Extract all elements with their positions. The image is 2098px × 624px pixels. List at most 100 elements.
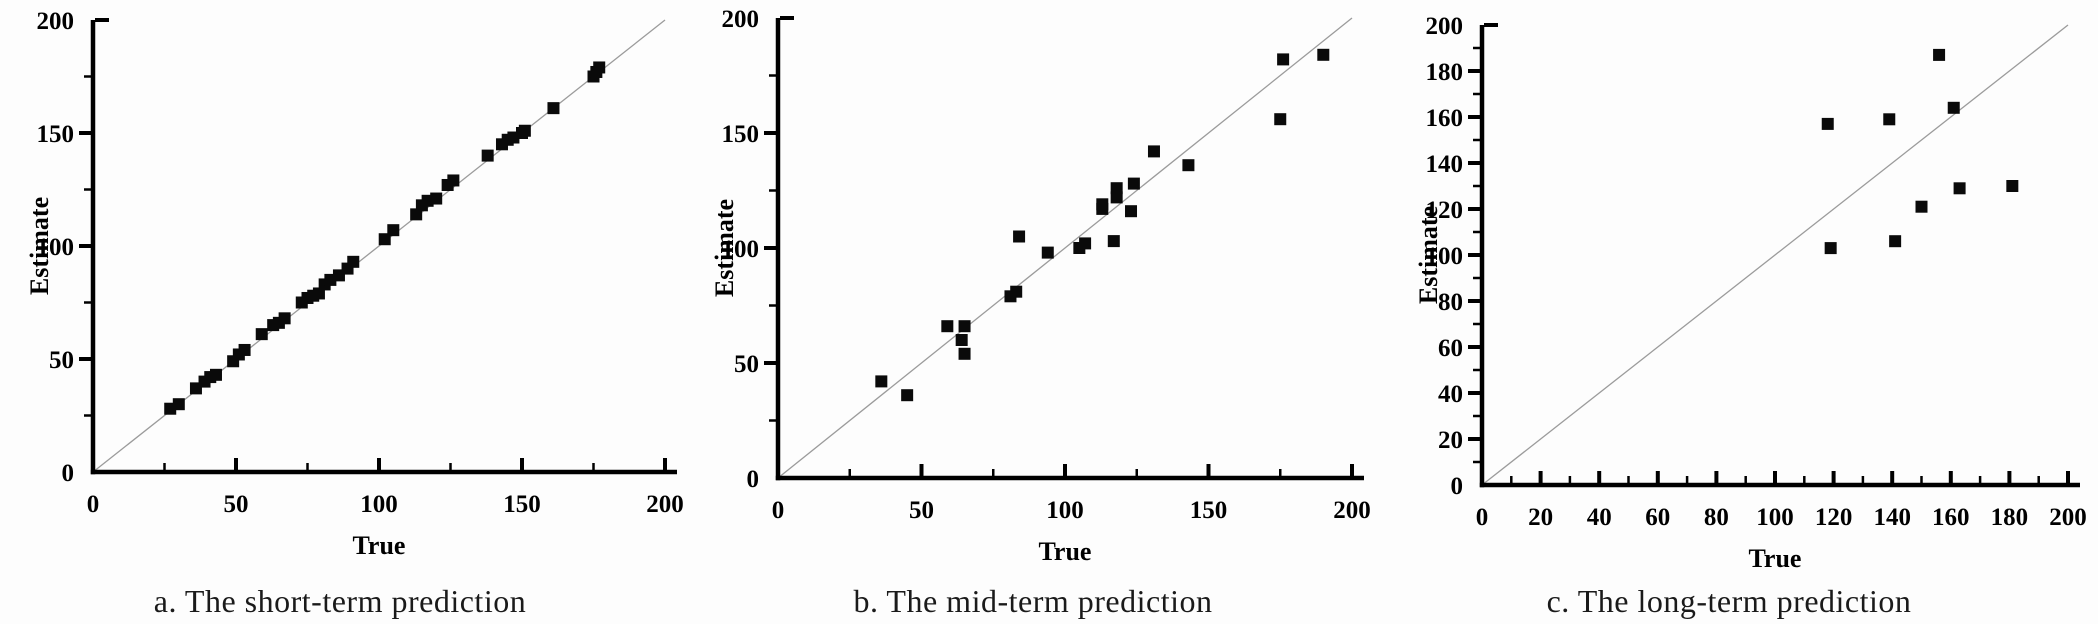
svg-text:160: 160 [1426,105,1464,132]
data-point-marker [378,233,391,246]
x-tick-labels: 0 50 100 150 200 [772,497,1371,524]
data-point-marker [347,255,360,268]
axes [90,20,677,475]
svg-text:140: 140 [1426,151,1464,178]
svg-text:150: 150 [1190,497,1228,524]
svg-text:100: 100 [1426,243,1464,270]
data-point-marker [958,320,971,333]
data-point-marker [312,287,325,300]
svg-text:60: 60 [1645,504,1670,531]
data-point-marker [410,208,423,221]
data-point-marker [941,320,954,333]
data-point-marker [2006,180,2019,192]
data-point-marker [958,347,971,360]
svg-text:160: 160 [1932,504,1970,531]
caption-long-term: c. The long-term prediction [1546,583,1912,619]
data-point-marker [278,312,291,325]
data-point-marker [238,343,251,356]
data-point-marker [255,328,268,341]
svg-text:60: 60 [1438,335,1463,362]
data-point-marker [1110,182,1123,195]
svg-text:100: 100 [360,491,398,518]
svg-text:180: 180 [1991,504,2029,531]
svg-text:40: 40 [1438,381,1463,408]
data-points [1821,48,2019,255]
chart-c: 0 20 40 60 80 100 120 140 160 180 200 0 20 40 60 80 100 1… [1414,13,2087,573]
caption-mid-term: b. The mid-term prediction [853,583,1213,619]
svg-text:True: True [1039,537,1092,566]
data-point-marker [1274,113,1287,126]
svg-text:100: 100 [722,236,760,263]
data-points [875,48,1330,402]
data-point-marker [1953,182,1966,195]
diagonal-reference-line [92,19,666,473]
data-point-marker [1933,48,1946,61]
data-point-marker [1010,285,1023,298]
data-point-marker [1125,205,1138,218]
chart-a: 0 50 100 150 200 0 50 100 150 200 True Estimate [25,8,684,560]
data-point-marker [1079,237,1092,250]
svg-text:0: 0 [1451,473,1464,500]
axis-titles: True Estimate [710,199,1091,566]
caption-short-term: a. The short-term prediction [153,583,527,619]
x-axis-ticks [1510,471,2070,484]
data-point-marker [387,224,400,237]
data-point-marker [1041,246,1054,259]
svg-text:0: 0 [772,497,785,524]
svg-text:200: 200 [2049,504,2087,531]
y-tick-labels: 0 50 100 150 200 [37,8,75,487]
data-point-marker [1889,235,1902,248]
data-point-marker [1947,101,1960,114]
svg-text:200: 200 [37,8,75,35]
svg-text:200: 200 [1426,13,1464,40]
svg-text:50: 50 [49,347,74,374]
data-point-marker [1110,191,1123,204]
axis-titles: True Estimate [1414,206,1801,573]
y-axis-ticks [764,16,794,422]
svg-text:200: 200 [646,491,684,518]
x-axis-ticks [848,464,1354,477]
data-point-marker [955,334,968,346]
svg-text:50: 50 [909,497,934,524]
svg-text:True: True [353,531,406,560]
data-point-marker [547,102,560,115]
svg-text:120: 120 [1815,504,1853,531]
x-tick-labels: 0 50 100 150 200 [87,491,684,518]
diagonal-reference-line [777,17,1353,479]
data-point-marker [1821,117,1834,130]
y-axis-ticks [79,18,109,417]
y-axis-ticks [1468,23,1498,464]
svg-text:20: 20 [1438,427,1463,454]
svg-text:200: 200 [722,6,760,33]
svg-text:100: 100 [1046,497,1084,524]
data-point-marker [593,61,606,74]
svg-text:20: 20 [1528,504,1553,531]
x-axis-ticks [163,458,667,471]
svg-text:150: 150 [37,121,75,148]
svg-text:180: 180 [1426,59,1464,86]
data-point-marker [1883,113,1896,126]
svg-text:True: True [1749,544,1802,573]
svg-text:50: 50 [224,491,249,518]
svg-text:0: 0 [747,466,760,493]
data-point-marker [1277,53,1290,66]
data-point-marker [1127,177,1140,190]
data-point-marker [209,368,222,381]
data-point-marker [901,389,914,402]
data-point-marker [430,192,443,205]
svg-text:0: 0 [1476,504,1489,531]
data-point-marker [518,124,531,137]
svg-text:50: 50 [734,351,759,378]
data-points [164,61,606,415]
data-point-marker [1182,159,1195,172]
axis-titles: True Estimate [25,197,405,560]
diagonal-reference-line [1481,24,2069,486]
y-tick-labels: 0 20 40 60 80 100 120 140 160 180 200 [1426,13,1464,500]
svg-text:100: 100 [37,234,75,261]
svg-text:150: 150 [722,121,760,148]
data-point-marker [1107,235,1120,248]
svg-text:Estimate: Estimate [1414,206,1443,304]
data-point-marker [1147,145,1160,158]
data-point-marker [1013,230,1026,243]
